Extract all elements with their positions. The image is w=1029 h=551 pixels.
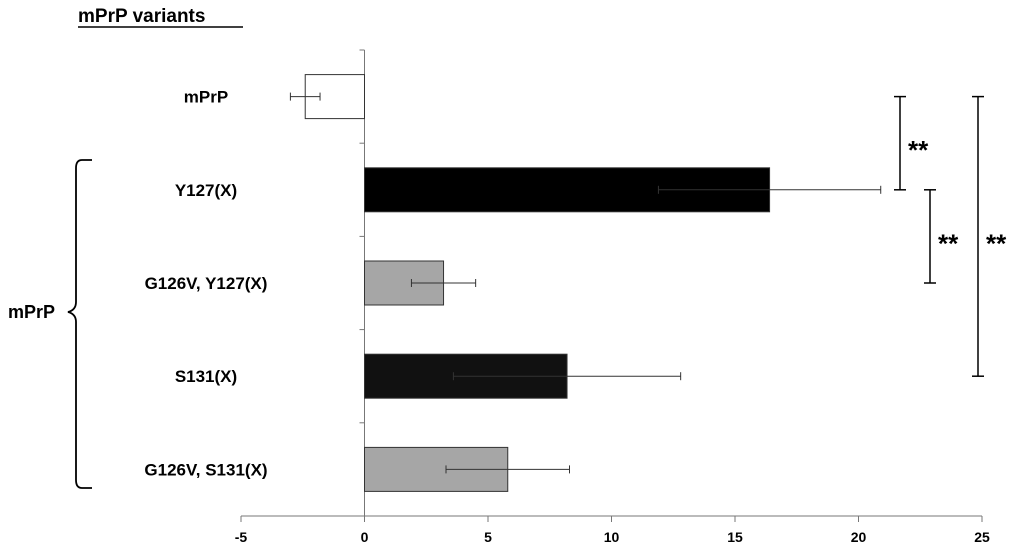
- category-label: G126V, S131(X): [144, 460, 267, 479]
- x-tick-label: -5: [235, 529, 248, 545]
- significance-stars: **: [986, 228, 1007, 258]
- category-label: mPrP: [184, 88, 228, 107]
- x-tick-label: 25: [974, 529, 990, 545]
- x-tick-label: 10: [604, 529, 620, 545]
- chart-title: mPrP variants: [78, 6, 205, 27]
- x-tick-label: 0: [361, 529, 369, 545]
- x-tick-label: 5: [484, 529, 492, 545]
- category-label: Y127(X): [175, 181, 237, 200]
- significance-stars: **: [908, 135, 929, 165]
- group-brace: [67, 159, 92, 489]
- group-label: mPrP: [8, 302, 55, 322]
- x-tick-label: 20: [851, 529, 867, 545]
- plot-area: -5 0 5 10 15 20 25 mPrP Y127(X) G126V, Y127(X) S13…: [144, 49, 1007, 545]
- significance-stars: **: [938, 228, 959, 258]
- category-label: S131(X): [175, 367, 237, 386]
- category-label: G126V, Y127(X): [145, 274, 268, 293]
- x-tick-label: 15: [727, 529, 743, 545]
